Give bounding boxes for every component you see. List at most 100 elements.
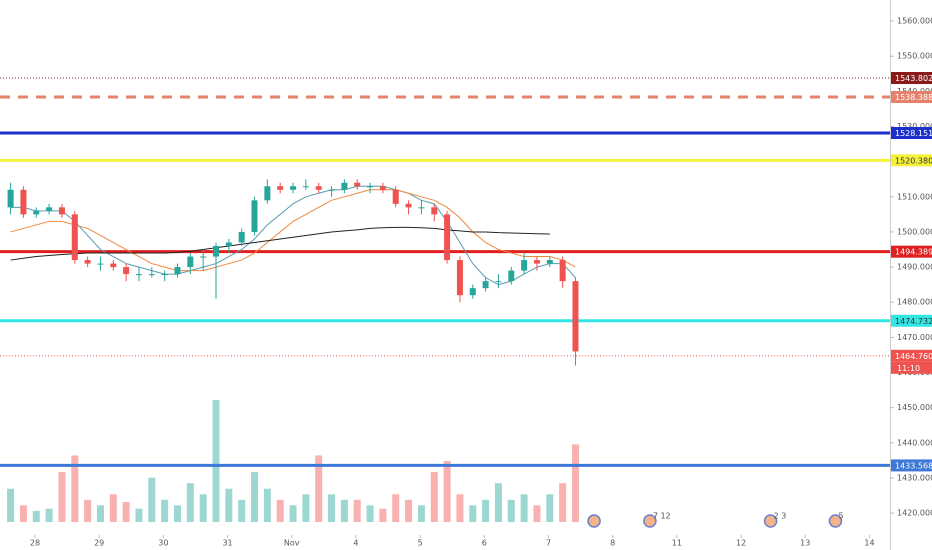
event-icon — [828, 514, 843, 528]
candle-body — [392, 189, 399, 204]
volume-bar — [148, 477, 156, 522]
y-tick-label: 1440.000 — [897, 438, 932, 447]
volume-bar — [58, 472, 66, 522]
x-tick-label: 11 — [672, 539, 682, 548]
y-tick-label: 1510.000 — [897, 192, 932, 201]
candle-body — [546, 260, 553, 264]
y-tick-label: 1550.000 — [897, 52, 932, 61]
candle-body — [251, 200, 258, 232]
price-label-text: 1494.389 — [895, 248, 932, 257]
volume-bar — [84, 499, 92, 522]
price-label-text: 1433.568 — [895, 461, 932, 470]
candle-body — [174, 267, 181, 275]
price-label-text: 1474.732 — [895, 317, 932, 326]
volume-bar — [302, 494, 310, 522]
volume-bar — [328, 494, 336, 522]
y-tick-label: 1500.000 — [897, 227, 932, 236]
candle-body — [33, 210, 40, 215]
price-label-bg — [891, 154, 932, 167]
candle-body — [482, 281, 489, 289]
volume-bar — [45, 508, 53, 522]
volume-bar — [199, 494, 207, 522]
candle-body — [456, 260, 463, 296]
candle-body — [302, 186, 309, 188]
volume-bar — [109, 494, 117, 522]
volume-bar — [379, 508, 387, 522]
candle-body — [341, 182, 348, 190]
event-label: 7 12 — [653, 512, 671, 521]
candle-body — [161, 274, 168, 276]
volume-bar — [122, 502, 130, 522]
price-label: 1528.151 — [891, 127, 932, 140]
moving-average — [10, 226, 550, 261]
volume-bar — [520, 494, 528, 522]
price-label-bg — [891, 127, 932, 140]
y-tick-label: 1450.000 — [897, 403, 932, 412]
volume-bar — [276, 499, 284, 522]
candle-body — [559, 260, 566, 282]
candle-body — [264, 186, 271, 201]
x-tick-label: 28 — [30, 539, 40, 548]
candle-body — [110, 263, 117, 268]
event-icon — [763, 514, 778, 528]
volume-bar — [173, 505, 181, 522]
candle-body — [418, 207, 425, 209]
event-icon — [587, 514, 601, 528]
event-label: 2 3 — [774, 512, 787, 521]
candle-body — [71, 214, 78, 261]
price-label: 1494.389 — [891, 245, 932, 258]
volume-bar — [559, 483, 567, 522]
x-tick-label: 7 — [546, 539, 551, 548]
candle-body — [444, 214, 451, 261]
candle-body — [46, 207, 53, 211]
price-label-text: 1464.760 — [895, 352, 932, 361]
price-label-bg — [891, 314, 932, 327]
x-tick-label: 29 — [94, 539, 104, 548]
volume-bar — [430, 472, 438, 522]
volume-bar — [456, 494, 464, 522]
y-tick-label: 1430.000 — [897, 473, 932, 482]
candle-body — [367, 186, 374, 188]
volume-bar — [289, 505, 297, 522]
volume-bar — [405, 499, 413, 522]
candle-body — [58, 207, 65, 215]
volume-bar — [263, 488, 271, 522]
x-tick-label: 14 — [864, 539, 874, 548]
volume-bar — [507, 499, 515, 522]
volume-bar — [417, 505, 425, 522]
price-label-text: 1520.380 — [895, 156, 932, 165]
volume-bar — [392, 494, 400, 522]
volume-bar — [96, 505, 104, 522]
event-label: 5 — [838, 512, 843, 521]
candle-body — [277, 186, 284, 190]
volume-bar — [482, 499, 490, 522]
candle-body — [405, 203, 412, 208]
y-tick-label: 1560.000 — [897, 17, 932, 26]
price-label: 1464.760 — [891, 349, 932, 362]
candle-body — [469, 288, 476, 296]
candle-body — [431, 207, 438, 215]
y-tick-label: 1480.000 — [897, 298, 932, 307]
candle-body — [521, 260, 528, 271]
candle-body — [213, 246, 220, 257]
candle-body — [135, 274, 142, 276]
candle-body — [328, 189, 335, 191]
price-label-bg — [891, 91, 932, 104]
y-tick-label: 1470.000 — [897, 333, 932, 342]
volume-bar — [135, 508, 143, 522]
x-tick-label: 4 — [353, 539, 358, 548]
x-tick-label: Nov — [284, 539, 300, 548]
volume-bar — [443, 461, 451, 522]
volume-bar — [71, 455, 79, 522]
x-tick-label: 13 — [800, 539, 810, 548]
price-label-bg — [891, 245, 932, 258]
volume-bar — [251, 472, 259, 522]
volume-bar — [469, 505, 477, 522]
volume-bar — [340, 499, 348, 522]
price-label: 1543.802 — [891, 72, 932, 85]
candle-body — [7, 189, 14, 208]
volume-bar — [494, 483, 502, 522]
y-tick-label: 1530.000 — [897, 122, 932, 131]
volume-bar — [32, 510, 40, 522]
x-tick-label: 12 — [736, 539, 746, 548]
